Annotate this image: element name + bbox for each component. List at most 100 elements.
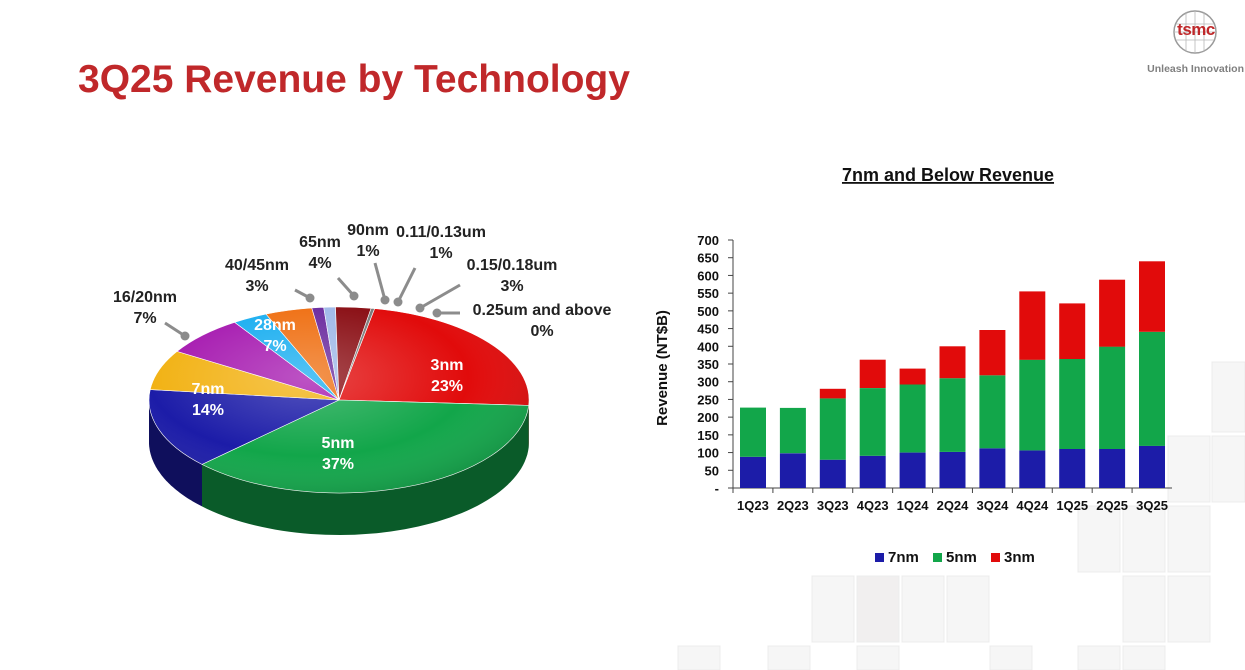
y-tick-label: 700 xyxy=(697,233,719,248)
y-tick-label: 600 xyxy=(697,268,719,283)
pie-leader-lines xyxy=(164,262,461,341)
bar-segment xyxy=(859,388,886,456)
x-tick-label: 3Q23 xyxy=(817,498,849,513)
bar-segment xyxy=(899,384,926,453)
bar-segment xyxy=(859,359,886,388)
x-tick-label: 4Q24 xyxy=(1016,498,1049,513)
x-tick-label: 1Q24 xyxy=(897,498,930,513)
bar-segment xyxy=(1139,445,1165,488)
y-tick-label: 500 xyxy=(697,304,719,319)
bar-segment xyxy=(819,398,846,460)
pie-slice-label: 16/20nm xyxy=(113,289,177,306)
bar-segment xyxy=(979,330,1006,376)
legend-label: 3nm xyxy=(1004,549,1035,566)
x-tick-label: 3Q25 xyxy=(1136,498,1168,513)
leader-dot xyxy=(349,291,359,301)
bar-segment xyxy=(779,407,806,454)
pie-slice-percent: 4% xyxy=(308,255,331,272)
pie-slice-label: 90nm xyxy=(347,222,389,239)
pie-slice-label: 0.15/0.18um xyxy=(467,257,558,274)
bar-segment xyxy=(899,368,926,385)
y-tick-label: 300 xyxy=(697,375,719,390)
bar-chart-title: 7nm and Below Revenue xyxy=(842,165,1054,185)
pie-slice-label: 3nm xyxy=(431,357,464,374)
y-axis-label: Revenue (NT$B) xyxy=(654,310,671,426)
pie-slice-percent: 3% xyxy=(245,278,268,295)
pie-slice-label: 0.11/0.13um xyxy=(396,224,486,241)
leader-dot xyxy=(432,308,442,318)
legend-swatch xyxy=(991,553,1000,562)
y-tick-label: 450 xyxy=(697,322,719,337)
legend-label: 7nm xyxy=(888,549,919,566)
leader-line xyxy=(396,267,417,303)
bar-segment xyxy=(859,455,886,488)
bar-segment xyxy=(1099,449,1126,488)
bar-segment xyxy=(779,453,806,488)
bar-segment xyxy=(939,346,966,379)
legend-swatch xyxy=(933,553,942,562)
pie-slice-percent: 14% xyxy=(192,402,224,419)
bar-segment xyxy=(939,378,966,452)
x-tick-label: 2Q25 xyxy=(1096,498,1128,513)
bar-segment xyxy=(899,452,926,488)
y-tick-label: - xyxy=(715,481,719,496)
y-tick-label: 250 xyxy=(697,392,719,407)
bar-segment xyxy=(1019,291,1046,360)
bar-segment xyxy=(979,448,1006,488)
pie-side-1 xyxy=(202,405,529,535)
pie-slice-label: 5nm xyxy=(322,435,355,452)
pie-slice-label: 28nm xyxy=(254,317,296,334)
bar-segment xyxy=(740,407,766,457)
bar-segment xyxy=(1099,279,1126,347)
leader-dot xyxy=(380,295,390,305)
bar-segment xyxy=(819,388,846,399)
leader-dot xyxy=(305,293,315,303)
pie-slice-percent: 0% xyxy=(530,323,553,340)
y-tick-labels: - 50 100 150 200 250 300 350 400 450 500 550 600 650 7… xyxy=(697,233,719,496)
pie-slice-label: 65nm xyxy=(299,234,341,251)
bar-segment xyxy=(1019,450,1046,488)
legend-label: 5nm xyxy=(946,549,977,566)
bar-segment xyxy=(1139,261,1165,332)
y-tick-label: 650 xyxy=(697,251,719,266)
y-tick-label: 350 xyxy=(697,357,719,372)
logo-text: tsmc xyxy=(1177,20,1215,39)
x-tick-label: 1Q23 xyxy=(737,498,769,513)
y-tick-label: 150 xyxy=(697,428,719,443)
y-tick-label: 400 xyxy=(697,339,719,354)
leader-line xyxy=(419,283,461,310)
pie-slice-label: 0.25um and above xyxy=(473,302,612,319)
bar-segment xyxy=(1059,449,1086,488)
y-tick-label: 100 xyxy=(697,446,719,461)
x-tick-label: 1Q25 xyxy=(1056,498,1088,513)
company-logo-icon xyxy=(1173,10,1217,54)
pie-slice-percent: 1% xyxy=(356,243,379,260)
pie-slice-percent: 3% xyxy=(500,278,523,295)
legend-swatch xyxy=(875,553,884,562)
y-tick-label: 200 xyxy=(697,410,719,425)
bar-segment xyxy=(939,451,966,488)
x-tick-label: 3Q24 xyxy=(977,498,1010,513)
x-tick-label: 2Q23 xyxy=(777,498,809,513)
pie-slice-percent: 7% xyxy=(263,338,286,355)
leader-line xyxy=(373,262,387,301)
pie-slice-label: 7nm xyxy=(192,381,225,398)
bar-segment xyxy=(1139,331,1165,446)
x-tick-labels: 1Q23 2Q23 3Q23 4Q23 1Q24 2Q24 3Q24 4Q24 1Q25 2Q25… xyxy=(737,498,1168,513)
pie-labels: 3nm 23% 5nm 37% 7nm 14% 16/20nm 7% 28nm 7% 40/45nm… xyxy=(113,222,611,473)
bar-segment xyxy=(819,459,846,488)
bar-segment xyxy=(979,375,1006,449)
pie-slice-percent: 1% xyxy=(429,245,452,262)
bar-segment xyxy=(740,456,766,488)
y-tick-label: 550 xyxy=(697,286,719,301)
bar-segment xyxy=(1059,359,1086,449)
leader-dot xyxy=(415,303,425,313)
bar-segment xyxy=(1019,359,1046,451)
pie-slice-percent: 7% xyxy=(133,310,156,327)
tagline: Unleash Innovation xyxy=(1147,63,1244,75)
legend: 7nm 5nm 3nm xyxy=(875,549,1035,566)
x-tick-label: 4Q23 xyxy=(857,498,889,513)
x-tick-label: 2Q24 xyxy=(937,498,970,513)
pie-slice-percent: 37% xyxy=(322,456,354,473)
